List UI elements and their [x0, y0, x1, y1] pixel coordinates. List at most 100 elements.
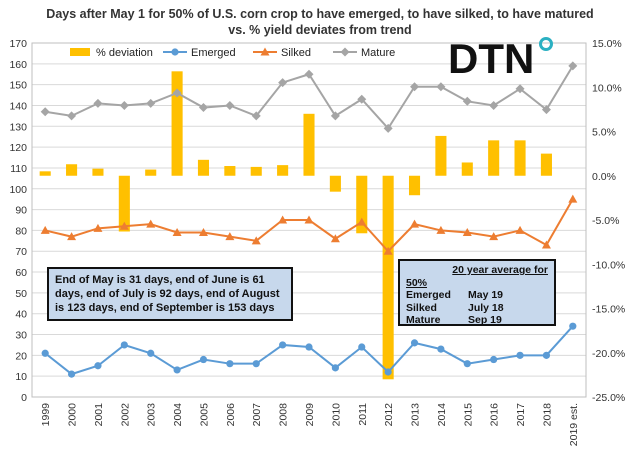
y-right-tick-label: 5.0%	[592, 127, 616, 139]
plot-area-border	[31, 42, 587, 398]
x-tick-label: 2008	[278, 403, 290, 427]
silked-point	[330, 234, 340, 243]
x-tick-label: 2001	[93, 403, 105, 427]
chart-title-line2: vs. % yield deviates from trend	[228, 23, 412, 37]
deviation-bar	[435, 135, 447, 176]
emerged-point	[437, 345, 445, 353]
legend-label: Silked	[281, 47, 311, 59]
y-left-tick-label: 50	[15, 288, 27, 300]
y-left-tick-label: 90	[15, 205, 27, 217]
x-tick-label: 2000	[67, 403, 79, 427]
mature-point	[172, 88, 182, 98]
y-left-tick-label: 170	[9, 38, 27, 50]
y-left-tick-label: 160	[9, 59, 27, 71]
deviation-bar	[250, 166, 262, 176]
x-tick-label: 2007	[251, 403, 263, 427]
x-tick-label: 2015	[462, 403, 474, 427]
emerged-point	[569, 322, 577, 330]
emerged-point	[410, 339, 419, 347]
y-right-tick-label: -15.0%	[592, 304, 625, 316]
x-tick-label: 2013	[410, 403, 422, 427]
emerged-point	[542, 351, 551, 359]
mature-point	[568, 61, 578, 71]
y-right-tick-label: 15.0%	[592, 38, 622, 50]
dtn-logo: DTN	[448, 35, 558, 79]
legend-swatch-deviation	[70, 48, 90, 56]
silked-point	[67, 232, 77, 241]
emerged-point	[279, 341, 287, 349]
deviation-bar	[39, 171, 51, 176]
emerged-point	[41, 349, 49, 357]
deviation-bar	[92, 168, 104, 176]
mature-point	[383, 123, 393, 133]
legend-label: Emerged	[191, 47, 236, 59]
silked-point	[119, 221, 129, 230]
deviation-bar	[277, 165, 289, 176]
y-left-tick-label: 110	[10, 163, 27, 175]
x-tick-label: 2016	[489, 403, 501, 427]
silked-point	[93, 223, 103, 232]
x-tick-label: 2004	[172, 403, 184, 427]
deviation-bar	[329, 175, 341, 192]
dtn-logo-mark-icon	[539, 37, 553, 51]
average-row-value: May 19	[468, 289, 504, 301]
x-tick-label: 2019 est.	[568, 403, 580, 446]
mature-point	[304, 69, 314, 79]
y-left-tick-label: 30	[15, 330, 27, 342]
emerged-point	[384, 368, 392, 376]
deviation-bar	[197, 159, 210, 176]
mature-point	[436, 82, 446, 92]
average-row-value: Sep 19	[468, 314, 502, 326]
mature-point	[225, 100, 235, 110]
mature-point	[330, 111, 340, 121]
deviation-bar	[488, 140, 500, 176]
x-tick-label: 2010	[330, 403, 342, 427]
legend-marker-mature	[340, 47, 350, 57]
silked-point	[172, 227, 182, 236]
y-right-tick-label: 10.0%	[592, 82, 622, 94]
deviation-bar	[224, 166, 236, 176]
y-right-tick-label: -20.0%	[592, 348, 625, 360]
average-row-silked: Silked July 18	[406, 302, 548, 315]
mature-point	[198, 103, 208, 113]
silked-point	[541, 240, 551, 249]
y-right-tick-label: -10.0%	[592, 259, 625, 271]
y-right-tick-label: 0.0%	[592, 171, 616, 183]
x-tick-label: 2018	[541, 403, 553, 427]
mature-point	[93, 98, 103, 108]
mature-point	[40, 107, 50, 117]
x-tick-label: 2009	[304, 403, 316, 427]
deviation-bar	[145, 169, 157, 176]
legend-label: Mature	[361, 47, 395, 59]
x-tick-label: 2011	[357, 403, 369, 426]
silked-point	[278, 215, 288, 224]
y-right-tick-label: -5.0%	[592, 215, 619, 227]
average-row-mature: Mature Sep 19	[406, 314, 548, 327]
average-row-emerged: Emerged May 19	[406, 289, 548, 302]
emerged-point	[120, 341, 128, 349]
mature-point	[541, 105, 551, 115]
y-left-tick-label: 140	[9, 100, 27, 112]
y-left-tick-label: 100	[9, 184, 27, 196]
chart-title-line1: Days after May 1 for 50% of U.S. corn cr…	[46, 7, 594, 21]
y-left-tick-label: 70	[15, 246, 27, 258]
average-box-subheader: 50%	[406, 276, 428, 289]
average-box-header: 20 year average for	[452, 264, 548, 276]
silked-point	[304, 215, 314, 224]
deviation-bar	[66, 164, 78, 176]
y-left-tick-label: 150	[9, 80, 27, 92]
emerged-point	[305, 343, 313, 351]
average-row-value: July 18	[468, 301, 504, 314]
y-left-tick-label: 120	[9, 142, 27, 154]
deviation-bar	[540, 153, 552, 176]
emerged-point	[199, 355, 208, 364]
deviation-bar	[171, 71, 183, 176]
y-left-tick-label: 10	[15, 371, 27, 383]
legend-marker-emerged	[171, 48, 179, 56]
silked-point	[198, 227, 208, 236]
silked-point	[40, 225, 50, 234]
mature-point	[67, 111, 77, 121]
silked-point	[251, 236, 261, 245]
mature-point	[251, 111, 261, 121]
mature-point	[462, 96, 472, 106]
